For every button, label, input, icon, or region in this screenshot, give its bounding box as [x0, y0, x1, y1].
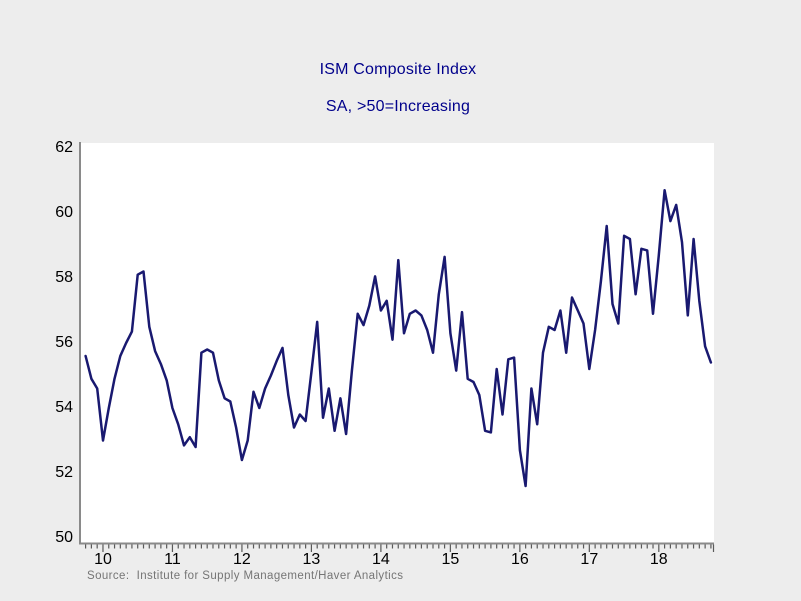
x-axis-label: 14 [371, 551, 390, 568]
source-note: Source: Institute for Supply Management/… [87, 570, 404, 582]
y-axis-label: 56 [55, 334, 73, 351]
y-axis-label: 50 [55, 529, 73, 546]
chart-title: ISM Composite Index [319, 61, 477, 78]
x-axis-label: 10 [94, 551, 112, 568]
x-axis-label: 13 [302, 551, 321, 568]
data-line [84, 188, 713, 488]
y-axis-label: 58 [55, 269, 73, 286]
x-axis-label: 11 [164, 551, 181, 568]
x-axis-label: 18 [649, 551, 668, 568]
chart-subtitle: SA, >50=Increasing [325, 98, 471, 115]
y-axis-label: 62 [55, 139, 73, 156]
plot-area [81, 143, 714, 543]
y-axis-label: 52 [55, 464, 73, 481]
x-axis-label: 15 [441, 551, 460, 568]
y-axis-label: 60 [55, 204, 73, 221]
y-axis-label: 54 [55, 399, 73, 416]
x-axis-label: 17 [580, 551, 599, 568]
x-axis-label: 12 [233, 551, 251, 568]
x-axis-label: 16 [510, 551, 529, 568]
